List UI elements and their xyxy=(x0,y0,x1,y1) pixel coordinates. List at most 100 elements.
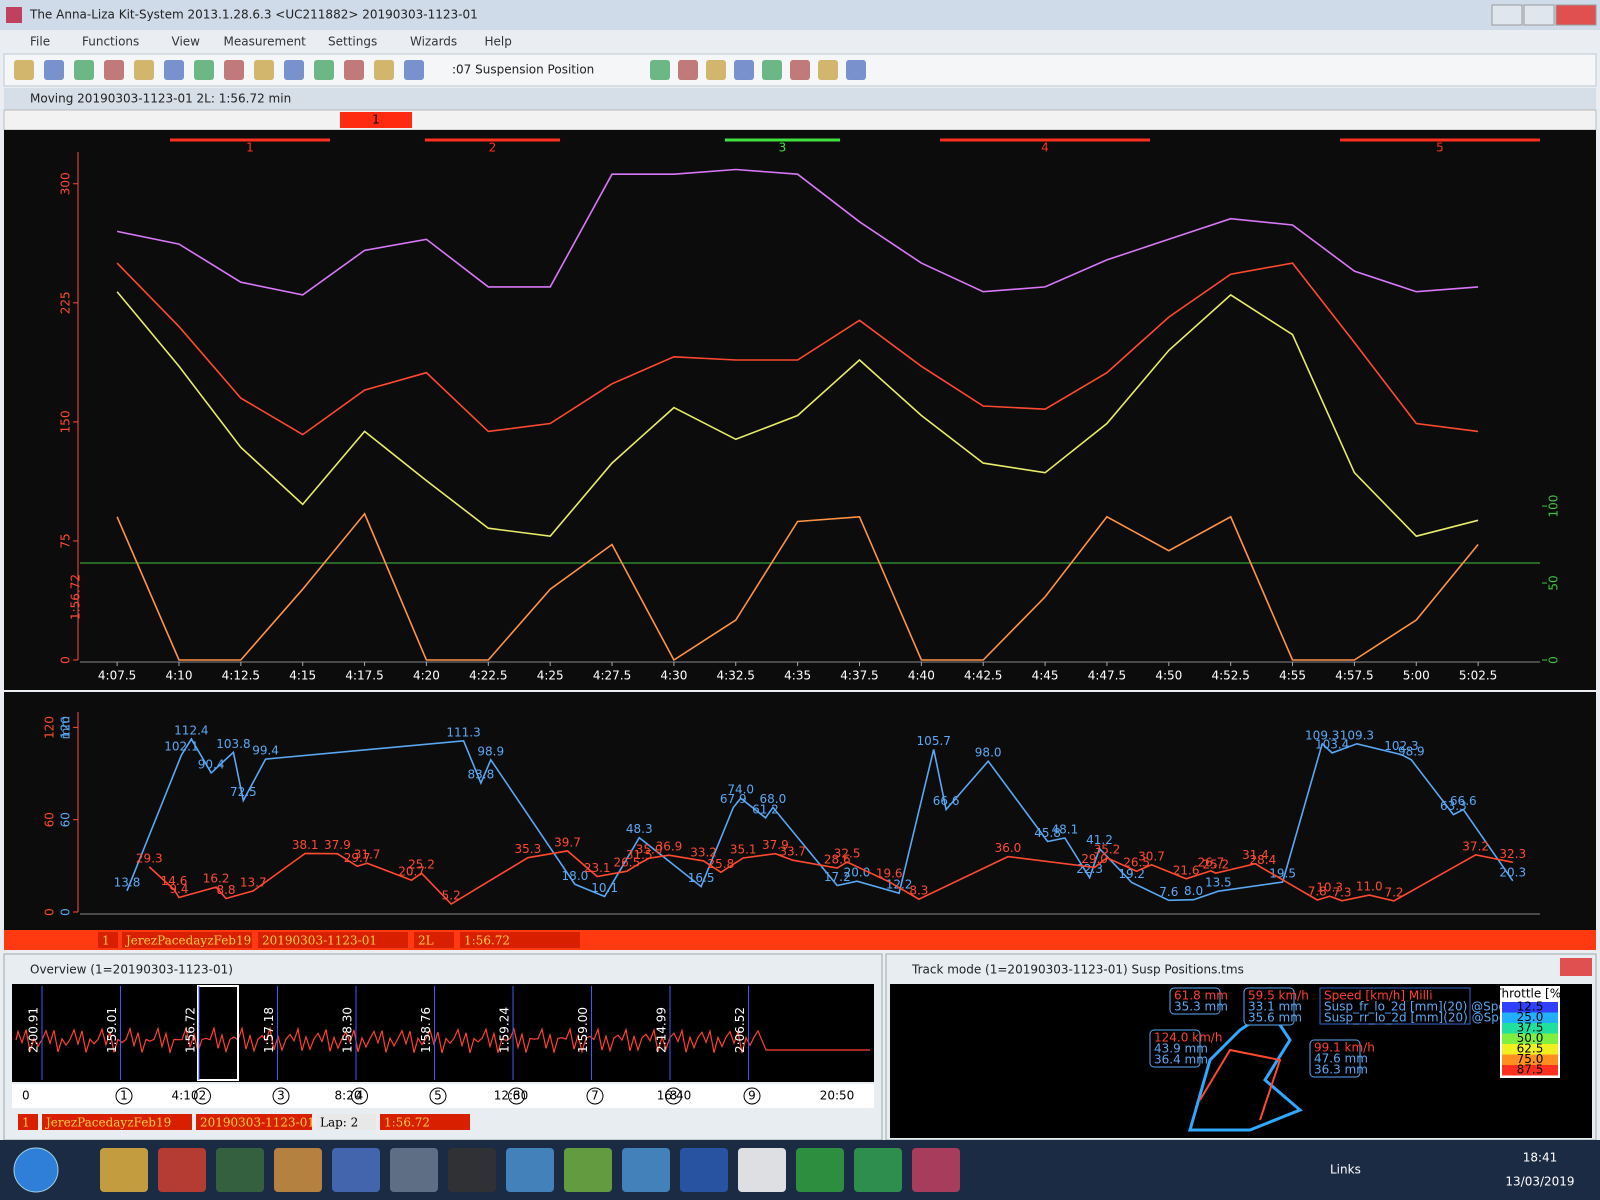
data-label: 36.0 xyxy=(995,841,1022,855)
menu-item[interactable]: Measurement xyxy=(224,35,307,49)
toolbar-button[interactable] xyxy=(254,60,274,80)
data-label: 99.4 xyxy=(252,744,279,758)
taskbar-icon[interactable] xyxy=(796,1148,844,1192)
toolbar-button[interactable] xyxy=(134,60,154,80)
lap-marker-box[interactable] xyxy=(340,112,412,128)
lap-marker[interactable] xyxy=(115,1087,133,1105)
y-tick-label: 150 xyxy=(59,410,73,433)
toolbar-button[interactable] xyxy=(224,60,244,80)
time-axis-label: 20:50 xyxy=(820,1089,855,1103)
data-label: 83.8 xyxy=(468,768,495,782)
toolbar-button[interactable] xyxy=(44,60,64,80)
taskbar-icon[interactable] xyxy=(448,1148,496,1192)
taskbar-icon[interactable] xyxy=(912,1148,960,1192)
data-label: 31.4 xyxy=(1242,848,1269,862)
scale-swatch xyxy=(1502,1012,1558,1023)
legend-box xyxy=(1319,987,1471,1025)
lap-marker[interactable] xyxy=(272,1087,290,1105)
y-tick-label: 0 xyxy=(59,908,73,916)
taskbar-icon[interactable] xyxy=(738,1148,786,1192)
scale-label: 75.0 xyxy=(1517,1052,1544,1066)
menu-item[interactable]: Functions xyxy=(82,35,139,49)
minimize-button[interactable] xyxy=(1491,4,1523,26)
callout-text: 61.8 mm xyxy=(1174,989,1228,1003)
toolbar-button[interactable] xyxy=(404,60,424,80)
status-items: 1 JerezPacedayzFeb19 20190303-1123-01 2L 1:5… xyxy=(98,932,580,948)
toolbar-button[interactable] xyxy=(374,60,394,80)
lap-marker[interactable] xyxy=(508,1087,525,1105)
menu-item[interactable]: Wizards xyxy=(410,35,457,49)
taskbar-icon[interactable] xyxy=(622,1148,670,1192)
series-line xyxy=(116,262,1479,436)
toolbar-button[interactable] xyxy=(706,60,726,80)
scale-label: 12.5 xyxy=(1517,1000,1544,1014)
close-button[interactable] xyxy=(1555,4,1597,26)
start-button[interactable] xyxy=(13,1147,59,1193)
toolbar-button[interactable] xyxy=(314,60,334,80)
lap-marker[interactable] xyxy=(194,1087,211,1105)
taskbar-icons xyxy=(100,1148,960,1192)
data-label: 102.1 xyxy=(164,739,198,753)
status-cell xyxy=(460,932,580,948)
menu-item[interactable]: File xyxy=(30,35,50,49)
toolbar-button[interactable] xyxy=(284,60,304,80)
overview-title: Overview (1=20190303-1123-01) xyxy=(30,963,233,977)
lap-time-label: 2:00.91 xyxy=(27,1007,41,1053)
lap-marker[interactable] xyxy=(429,1087,447,1105)
toolbar-button[interactable] xyxy=(104,60,124,80)
taskbar-icon[interactable] xyxy=(564,1148,612,1192)
lap-marker[interactable] xyxy=(665,1087,682,1105)
toolbar-button[interactable] xyxy=(762,60,782,80)
taskbar-icon[interactable] xyxy=(506,1148,554,1192)
data-label: 111.3 xyxy=(446,725,480,739)
x-tick-label: 4:07.5 xyxy=(98,669,136,683)
data-label: 105.7 xyxy=(917,734,951,748)
y2-tick-label: 0 xyxy=(1547,656,1561,664)
toolbar-button[interactable] xyxy=(194,60,214,80)
overview-trace xyxy=(15,1026,870,1055)
taskbar-icon[interactable] xyxy=(332,1148,380,1192)
menu-item[interactable]: Settings xyxy=(328,35,377,49)
menu-item[interactable]: Help xyxy=(485,35,512,49)
taskbar-icon[interactable] xyxy=(390,1148,438,1192)
toolbar-button[interactable] xyxy=(164,60,184,80)
scale-swatch xyxy=(1502,1044,1558,1055)
track-close-button[interactable] xyxy=(1560,958,1592,976)
taskbar-icon[interactable] xyxy=(158,1148,206,1192)
maximize-button[interactable] xyxy=(1523,4,1555,26)
lap-marker[interactable] xyxy=(743,1087,761,1105)
toolbar-button[interactable] xyxy=(790,60,810,80)
taskbar-icon[interactable] xyxy=(854,1148,902,1192)
toolbar-button[interactable] xyxy=(650,60,670,80)
data-label: 35.2 xyxy=(1094,842,1121,856)
taskbar-icon[interactable] xyxy=(274,1148,322,1192)
toolbar-button[interactable] xyxy=(14,60,34,80)
taskbar-icon[interactable] xyxy=(216,1148,264,1192)
data-label: 18.0 xyxy=(562,869,589,883)
lap-marker[interactable] xyxy=(586,1087,604,1105)
x-tick-label: 4:57.5 xyxy=(1335,669,1373,683)
taskbar-icon[interactable] xyxy=(100,1148,148,1192)
data-label: 41.2 xyxy=(1086,833,1113,847)
lap-marker[interactable] xyxy=(351,1087,368,1105)
x-tick-label: 4:35 xyxy=(784,669,811,683)
menu-item[interactable]: View xyxy=(172,35,201,49)
toolbar-button[interactable] xyxy=(344,60,364,80)
data-label: 10.1 xyxy=(591,881,618,895)
data-label: 31.7 xyxy=(354,848,381,862)
toolbar-button[interactable] xyxy=(846,60,866,80)
sector-label: 4 xyxy=(1041,141,1049,155)
toolbar-button[interactable] xyxy=(734,60,754,80)
data-label: 19.5 xyxy=(1269,867,1296,881)
overview-selection[interactable] xyxy=(197,985,239,1081)
data-label: 102.3 xyxy=(1384,739,1418,753)
data-label: 20.0 xyxy=(844,866,871,880)
taskbar-icon[interactable] xyxy=(680,1148,728,1192)
toolbar-button[interactable] xyxy=(818,60,838,80)
overview-content: 2:00.91 1:59.01 1:56.72 1:57.18 1:58.30 1:58.… xyxy=(12,985,874,1130)
toolbar-button[interactable] xyxy=(678,60,698,80)
toolbar-button[interactable] xyxy=(74,60,94,80)
taskbar-links[interactable]: Links xyxy=(1330,1163,1361,1177)
lap-marker: 1 xyxy=(372,113,380,127)
